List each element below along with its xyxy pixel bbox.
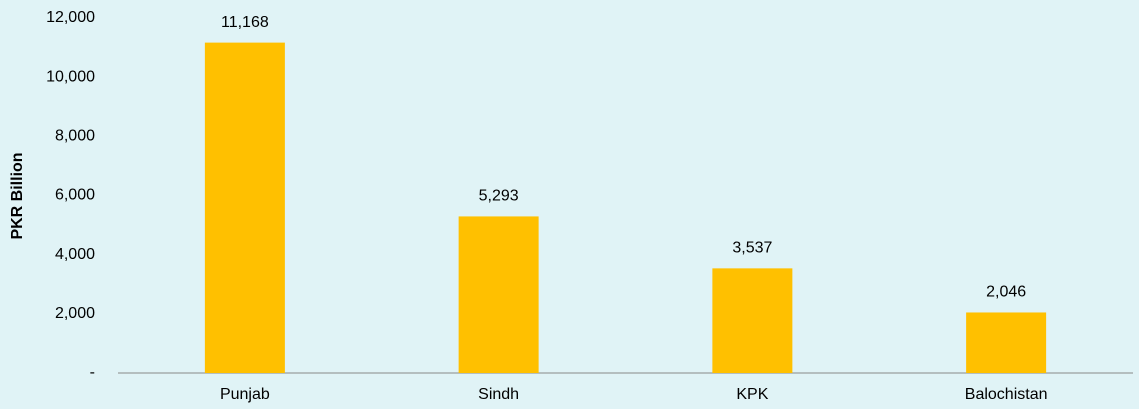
y-tick-label: 6,000 bbox=[55, 187, 95, 204]
bar bbox=[458, 216, 539, 373]
x-tick-label: Sindh bbox=[478, 386, 519, 403]
x-tick-label: KPK bbox=[736, 386, 768, 403]
bar bbox=[712, 268, 793, 373]
y-tick-label: 8,000 bbox=[55, 128, 95, 145]
y-tick-label: 2,000 bbox=[55, 305, 95, 322]
x-tick-label: Punjab bbox=[220, 386, 270, 403]
y-tick-label: - bbox=[90, 364, 95, 381]
y-tick-label: 12,000 bbox=[46, 9, 95, 26]
y-tick-label: 10,000 bbox=[46, 68, 95, 85]
y-axis-label: PKR Billion bbox=[9, 152, 26, 239]
value-label: 3,537 bbox=[732, 240, 772, 257]
value-label: 11,168 bbox=[221, 14, 269, 31]
value-label: 2,046 bbox=[986, 284, 1026, 301]
x-tick-label: Balochistan bbox=[965, 386, 1048, 403]
y-tick-label: 4,000 bbox=[55, 246, 95, 263]
bar bbox=[966, 312, 1047, 373]
bar bbox=[204, 42, 285, 373]
value-label: 5,293 bbox=[479, 188, 519, 205]
